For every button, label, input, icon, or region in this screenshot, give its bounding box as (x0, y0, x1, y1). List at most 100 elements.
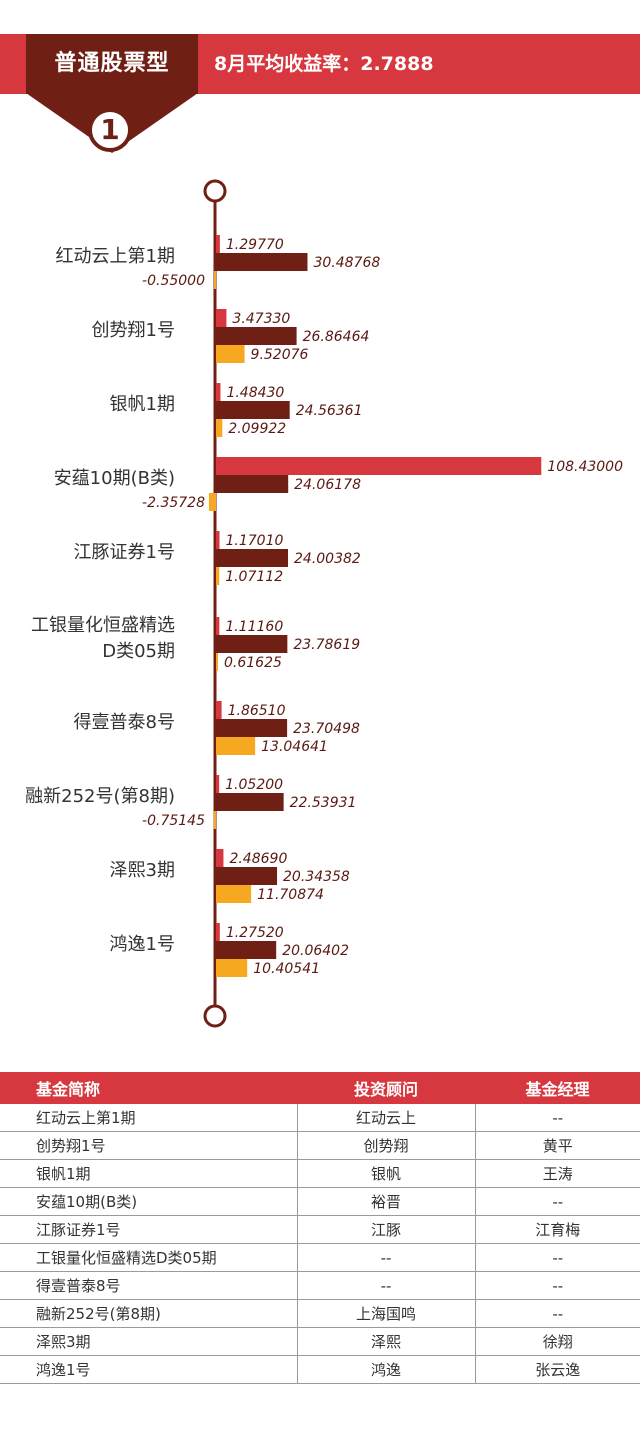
bar-series-2 (216, 327, 297, 345)
bar-series-3 (213, 811, 216, 829)
cell-advisor: -- (296, 1243, 476, 1272)
cell-advisor: -- (296, 1271, 476, 1300)
bar-series-3 (216, 345, 245, 363)
data-label: 2.09922 (228, 421, 286, 437)
cell-manager: 江育梅 (475, 1215, 640, 1244)
data-label: 20.06402 (282, 943, 349, 959)
cell-fund-name: 融新252号(第8期) (0, 1299, 297, 1328)
cell-fund-name: 得壹普泰8号 (0, 1271, 297, 1300)
data-label: 1.86510 (228, 703, 286, 719)
data-label: -0.55000 (142, 273, 205, 289)
bar-series-2 (216, 549, 289, 567)
cell-manager: -- (475, 1271, 640, 1300)
data-label: 24.00382 (294, 551, 361, 567)
cell-advisor: 鸿逸 (296, 1355, 476, 1384)
cell-manager: 黄平 (475, 1131, 640, 1160)
data-label: 20.34358 (283, 869, 350, 885)
data-label: -0.75145 (142, 813, 205, 829)
data-label: 1.17010 (226, 533, 284, 549)
bar-series-2 (216, 401, 290, 419)
category-label: 安蕴10期(B类) (54, 468, 175, 489)
cell-advisor: 上海国鸣 (296, 1299, 476, 1328)
column-header-fund-name: 基金简称 (0, 1072, 297, 1104)
category-label: 红动云上第1期 (56, 246, 175, 267)
table-row: 工银量化恒盛精选D类05期 -- -- (0, 1243, 640, 1272)
data-label: 13.04641 (261, 739, 328, 755)
bar-series-1 (216, 701, 222, 719)
cell-fund-name: 江豚证券1号 (0, 1215, 297, 1244)
bar-series-3 (214, 271, 216, 289)
bar-series-3 (216, 885, 252, 903)
table-row: 泽熙3期 泽熙 徐翔 (0, 1327, 640, 1356)
cell-fund-name: 红动云上第1期 (0, 1104, 297, 1132)
column-header-advisor: 投资顾问 (297, 1072, 475, 1104)
cell-manager: -- (475, 1243, 640, 1272)
cell-advisor: 江豚 (296, 1215, 476, 1244)
table-row: 创势翔1号 创势翔 黄平 (0, 1131, 640, 1160)
category-label: 银帆1期 (110, 394, 175, 415)
data-label: 11.70874 (257, 887, 324, 903)
category-label: 泽熙3期 (110, 860, 175, 881)
bar-series-1 (216, 923, 220, 941)
cell-fund-name: 鸿逸1号 (0, 1355, 297, 1384)
data-label: 23.78619 (293, 637, 360, 653)
data-label: 1.48430 (226, 385, 284, 401)
cell-advisor: 裕晋 (296, 1187, 476, 1216)
data-label: 24.06178 (294, 477, 361, 493)
section-number-badge: 1 (88, 108, 132, 152)
cell-fund-name: 工银量化恒盛精选D类05期 (0, 1243, 297, 1272)
cell-advisor: 红动云上 (296, 1104, 476, 1132)
bar-series-1 (216, 531, 220, 549)
bar-series-1 (216, 849, 224, 867)
table-row: 江豚证券1号 江豚 江育梅 (0, 1215, 640, 1244)
bar-series-3 (216, 567, 220, 585)
data-label: 24.56361 (296, 403, 363, 419)
category-label: D类05期 (102, 641, 175, 662)
bar-series-2 (216, 253, 308, 271)
data-label: 1.11160 (225, 619, 283, 635)
table-header-row: 基金简称 投资顾问 基金经理 (0, 1072, 640, 1104)
bar-series-2 (216, 867, 278, 885)
category-label: 融新252号(第8期) (25, 786, 175, 807)
data-label: 2.48690 (229, 851, 287, 867)
data-label: 1.07112 (225, 569, 283, 585)
bar-series-1 (216, 383, 221, 401)
cell-manager: 徐翔 (475, 1327, 640, 1356)
category-label: 鸿逸1号 (110, 934, 175, 955)
category-label: 江豚证券1号 (74, 542, 175, 563)
cell-advisor: 银帆 (296, 1159, 476, 1188)
table-body: 红动云上第1期 红动云上 -- 创势翔1号 创势翔 黄平 银帆1期 银帆 王涛 安蕴10期(B类)… (0, 1104, 640, 1384)
axis-bottom-cap (203, 1004, 227, 1028)
category-tab (26, 34, 198, 94)
bar-series-3 (216, 737, 256, 755)
category-label: 工银量化恒盛精选 (31, 615, 175, 636)
cell-manager: -- (475, 1299, 640, 1328)
bar-series-1 (216, 235, 220, 253)
cell-fund-name: 安蕴10期(B类) (0, 1187, 297, 1216)
bar-series-1 (216, 617, 220, 635)
data-label: 26.86464 (303, 329, 370, 345)
table-row: 红动云上第1期 红动云上 -- (0, 1104, 640, 1132)
cell-fund-name: 银帆1期 (0, 1159, 297, 1188)
cell-manager: -- (475, 1104, 640, 1132)
data-label: 1.29770 (226, 237, 284, 253)
bar-series-3 (216, 959, 248, 977)
data-label: 10.40541 (253, 961, 320, 977)
category-label: 创势翔1号 (92, 320, 175, 341)
data-label: 1.05200 (225, 777, 283, 793)
bar-series-2 (216, 475, 289, 493)
data-label: 9.52076 (251, 347, 309, 363)
data-label: 22.53931 (290, 795, 357, 811)
table-row: 融新252号(第8期) 上海国鸣 -- (0, 1299, 640, 1328)
data-label: 23.70498 (293, 721, 360, 737)
bar-series-2 (216, 635, 288, 653)
data-label: 0.61625 (224, 655, 282, 671)
table-row: 得壹普泰8号 -- -- (0, 1271, 640, 1300)
cell-fund-name: 创势翔1号 (0, 1131, 297, 1160)
table-row: 安蕴10期(B类) 裕晋 -- (0, 1187, 640, 1216)
data-label: 3.47330 (232, 311, 290, 327)
category-label: 得壹普泰8号 (74, 712, 175, 733)
data-label: 1.27520 (226, 925, 284, 941)
data-label: -2.35728 (142, 495, 205, 511)
table-row: 鸿逸1号 鸿逸 张云逸 (0, 1355, 640, 1384)
